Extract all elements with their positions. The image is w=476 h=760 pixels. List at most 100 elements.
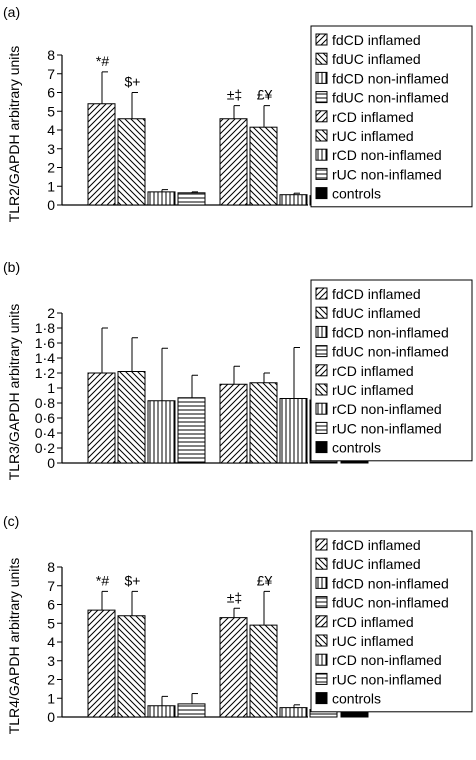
legend-label: fdUC inflamed bbox=[332, 51, 421, 67]
y-tick-label: 2 bbox=[47, 305, 55, 321]
legend-label: controls bbox=[332, 691, 381, 707]
bar bbox=[87, 103, 116, 206]
legend-label: rUC inflamed bbox=[332, 633, 414, 649]
y-tick-label: 6 bbox=[47, 597, 55, 613]
y-tick-label: 3 bbox=[47, 653, 55, 669]
y-tick-label: 0·6 bbox=[35, 410, 55, 426]
y-tick-label: 1·6 bbox=[35, 335, 55, 351]
legend-swatch bbox=[315, 33, 328, 46]
legend-swatch bbox=[315, 653, 328, 666]
legend-box bbox=[310, 530, 473, 713]
y-tick-label: 7 bbox=[47, 66, 55, 82]
legend-label: rUC non-inflamed bbox=[332, 166, 442, 182]
bar bbox=[219, 383, 248, 464]
y-tick-label: 4 bbox=[47, 122, 55, 138]
y-tick-label: 0·2 bbox=[35, 440, 55, 456]
significance-label: *# bbox=[96, 53, 109, 69]
legend-swatch bbox=[315, 325, 328, 338]
y-tick-label: 3 bbox=[47, 141, 55, 157]
y-tick-label: 1·2 bbox=[35, 365, 55, 381]
legend-label: rUC inflamed bbox=[332, 382, 414, 398]
legend-swatch bbox=[315, 129, 328, 142]
legend-swatch bbox=[315, 110, 328, 123]
legend-swatch bbox=[315, 441, 328, 454]
y-tick-label: 0 bbox=[47, 709, 55, 725]
legend-swatch bbox=[315, 596, 328, 609]
bar bbox=[87, 609, 116, 718]
bar bbox=[249, 382, 278, 464]
legend-box bbox=[310, 25, 473, 208]
bar bbox=[219, 118, 248, 206]
legend-label: fdCD inflamed bbox=[332, 32, 421, 48]
legend-label: rUC inflamed bbox=[332, 128, 414, 144]
y-tick-label: 0·4 bbox=[35, 425, 55, 441]
legend-label: fdUC non-inflamed bbox=[332, 595, 449, 611]
bar bbox=[177, 192, 206, 206]
legend-label: rCD inflamed bbox=[332, 363, 414, 379]
legend-label: rCD inflamed bbox=[332, 614, 414, 630]
bar bbox=[249, 126, 278, 206]
bar bbox=[279, 398, 308, 464]
bar bbox=[87, 372, 116, 464]
legend-label: fdUC inflamed bbox=[332, 556, 421, 572]
legend-swatch bbox=[315, 148, 328, 161]
legend-label: controls bbox=[332, 440, 381, 456]
significance-label: ±‡ bbox=[227, 589, 242, 605]
panel-label: (b) bbox=[3, 259, 20, 275]
bar bbox=[117, 615, 146, 718]
bar bbox=[279, 707, 308, 718]
legend-label: fdCD non-inflamed bbox=[332, 324, 449, 340]
y-axis-label: TLR2/GAPDH arbitrary units bbox=[6, 46, 22, 223]
legend-swatch bbox=[315, 538, 328, 551]
y-tick-label: 1·4 bbox=[35, 350, 55, 366]
legend-label: fdUC non-inflamed bbox=[332, 90, 449, 106]
bar bbox=[177, 703, 206, 718]
chart-panel-2: (b) 00·20·40·60·811·21·41·61·82 TLR3/GAPDH… bbox=[3, 259, 473, 480]
bar bbox=[177, 397, 206, 464]
bar bbox=[147, 191, 176, 206]
legend-label: rCD inflamed bbox=[332, 109, 414, 125]
legend-box bbox=[310, 279, 473, 462]
legend-swatch bbox=[315, 71, 328, 84]
bar bbox=[117, 118, 146, 206]
y-tick-label: 0 bbox=[47, 455, 55, 471]
y-tick-label: 0·8 bbox=[35, 395, 55, 411]
y-tick-label: 1 bbox=[47, 178, 55, 194]
y-axis-label: TLR4/GAPDH arbitrary units bbox=[6, 558, 22, 735]
significance-label: *# bbox=[96, 572, 109, 588]
legend-swatch bbox=[315, 383, 328, 396]
legend-swatch bbox=[315, 557, 328, 570]
panel-label: (c) bbox=[3, 513, 19, 529]
legend-label: fdCD inflamed bbox=[332, 286, 421, 302]
legend-label: rUC non-inflamed bbox=[332, 420, 442, 436]
significance-label: $+ bbox=[125, 572, 141, 588]
legend-swatch bbox=[315, 402, 328, 415]
legend-swatch bbox=[315, 52, 328, 65]
panel-label: (a) bbox=[3, 4, 20, 20]
bar bbox=[147, 400, 176, 464]
legend-label: rCD non-inflamed bbox=[332, 401, 442, 417]
significance-label: ±‡ bbox=[227, 87, 242, 103]
legend-swatch bbox=[315, 167, 328, 180]
y-tick-label: 5 bbox=[47, 103, 55, 119]
y-tick-label: 4 bbox=[47, 634, 55, 650]
y-tick-label: 8 bbox=[47, 559, 55, 575]
legend-label: fdUC non-inflamed bbox=[332, 344, 449, 360]
y-tick-label: 2 bbox=[47, 672, 55, 688]
bar bbox=[117, 371, 146, 464]
y-tick-label: 8 bbox=[47, 47, 55, 63]
y-tick-label: 0 bbox=[47, 197, 55, 213]
legend-swatch bbox=[315, 91, 328, 104]
legend-label: fdCD non-inflamed bbox=[332, 70, 449, 86]
bar bbox=[279, 194, 308, 206]
legend-label: fdCD non-inflamed bbox=[332, 575, 449, 591]
legend-swatch bbox=[315, 345, 328, 358]
y-tick-label: 2 bbox=[47, 160, 55, 176]
legend-swatch bbox=[315, 364, 328, 377]
legend-swatch bbox=[315, 421, 328, 434]
legend-label: fdCD inflamed bbox=[332, 537, 421, 553]
legend-label: controls bbox=[332, 186, 381, 202]
legend-swatch bbox=[315, 672, 328, 685]
legend-swatch bbox=[315, 615, 328, 628]
